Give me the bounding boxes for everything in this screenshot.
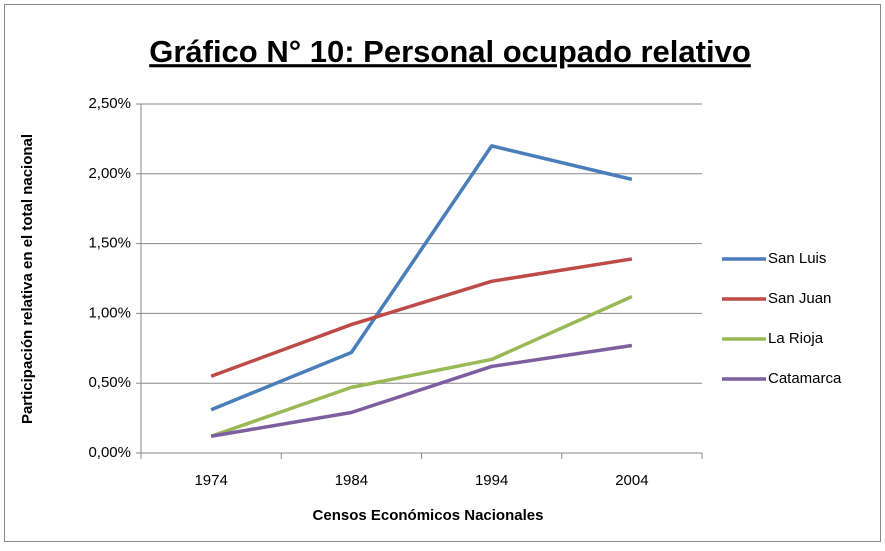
x-tick-label: 1974 xyxy=(194,472,227,489)
y-tick-label: 1,50% xyxy=(88,235,131,252)
chart-title: Gráfico N° 10: Personal ocupado relativo xyxy=(149,34,751,69)
legend-label: La Rioja xyxy=(768,330,824,347)
legend-label: San Luis xyxy=(768,250,826,267)
series-line xyxy=(210,295,633,438)
y-axis-label: Participación relativa en el total nacio… xyxy=(19,134,36,424)
legend-label: San Juan xyxy=(768,290,831,307)
x-tick-label: 1994 xyxy=(475,472,508,489)
y-tick-label: 1,00% xyxy=(88,304,131,321)
series-line xyxy=(210,257,633,378)
y-tick-label: 2,00% xyxy=(88,165,131,182)
legend-label: Catamarca xyxy=(768,370,842,387)
series-line xyxy=(210,144,633,412)
y-tick-label: 2,50% xyxy=(88,95,131,112)
x-tick-label: 2004 xyxy=(615,472,648,489)
chart-border xyxy=(4,4,881,542)
y-tick-label: 0,50% xyxy=(88,374,131,391)
y-tick-label: 0,00% xyxy=(88,444,131,461)
x-tick-label: 1984 xyxy=(335,472,368,489)
series-line xyxy=(210,343,633,438)
x-axis-label: Censos Económicos Nacionales xyxy=(313,507,544,524)
